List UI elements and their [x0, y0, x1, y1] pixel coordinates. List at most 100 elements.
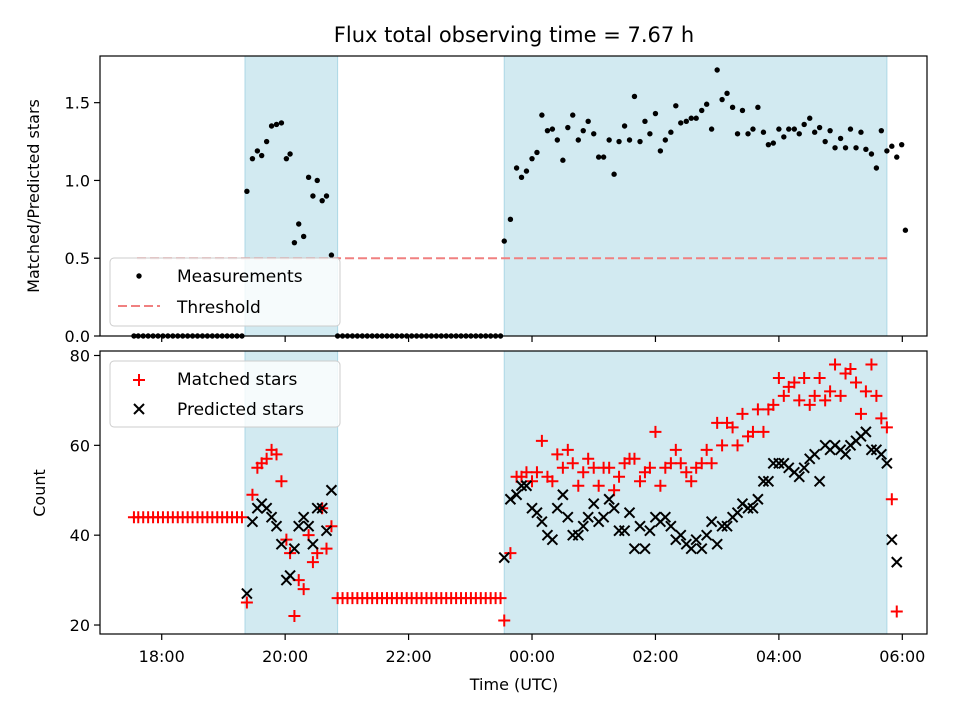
- measurement-point: [268, 123, 275, 129]
- measurement-point: [657, 148, 664, 154]
- predicted-star-point: [639, 542, 651, 555]
- measurement-point: [816, 124, 823, 131]
- measurement-point: [699, 107, 705, 114]
- matched-star-point: [757, 425, 770, 438]
- measurement-point: [631, 93, 638, 100]
- matched-star-point: [634, 475, 647, 488]
- predicted-star-point: [865, 444, 878, 456]
- bottom-y-tick-label: 60: [70, 436, 90, 455]
- matched-star-point: [890, 605, 903, 618]
- predicted-star-point: [860, 426, 872, 438]
- measurement-point: [729, 104, 736, 111]
- matched-star-point: [793, 394, 806, 407]
- predicted-star-point: [302, 520, 315, 532]
- measurement-point: [549, 126, 556, 132]
- predicted-star-point: [773, 457, 785, 470]
- measurement-point: [873, 165, 880, 171]
- matched-star-point: [736, 407, 749, 420]
- x-tick-label: 20:00: [262, 647, 308, 666]
- measurement-point: [902, 227, 909, 233]
- predicted-star-point: [891, 556, 903, 568]
- predicted-star-point: [520, 480, 533, 492]
- measurement-point: [719, 96, 725, 103]
- predicted-star-point: [665, 520, 677, 532]
- predicted-star-point: [798, 462, 810, 474]
- matched-star-point: [798, 371, 811, 384]
- predicted-star-point: [582, 511, 594, 523]
- measurement-point: [868, 151, 875, 157]
- predicted-star-point: [711, 538, 723, 550]
- measurement-point: [858, 129, 864, 135]
- bottom-y-tick-label: 80: [70, 346, 90, 365]
- bottom-legend-box: [109, 360, 341, 428]
- matched-star-point: [260, 452, 273, 465]
- predicted-star-point: [634, 520, 646, 532]
- predicted-star-point: [752, 493, 764, 505]
- measurement-point: [249, 155, 256, 162]
- matched-star-point: [320, 542, 333, 555]
- matched-star-point: [572, 479, 585, 492]
- matched-star-point: [685, 475, 698, 488]
- predicted-star-point: [808, 448, 821, 461]
- predicted-star-point: [551, 502, 564, 514]
- predicted-star-point: [572, 529, 585, 541]
- measurement-point: [595, 154, 602, 160]
- measurement-point: [606, 137, 612, 143]
- legend-predicted-marker: [133, 403, 145, 415]
- measurement-point: [807, 115, 813, 121]
- bottom-panel: 20 40 60 80 18:00 20:00 22:00 00:00 02:00 04:00 0…: [30, 346, 928, 694]
- matched-star-point: [577, 466, 590, 479]
- predicted-star-point: [700, 529, 713, 541]
- predicted-star-point: [284, 569, 296, 582]
- matched-star-point: [854, 407, 867, 420]
- top-legend: Measurements Threshold: [109, 257, 341, 327]
- legend-threshold-label: Threshold: [176, 298, 261, 318]
- matched-star-point: [844, 362, 857, 375]
- matched-star-point: [700, 443, 713, 456]
- predicted-star-point: [325, 484, 338, 496]
- matched-star-point: [751, 403, 764, 416]
- measurement-point: [283, 155, 290, 162]
- predicted-star-point: [297, 511, 310, 523]
- predicted-star-point: [288, 542, 301, 555]
- predicted-star-point: [307, 538, 319, 550]
- measurement-point: [786, 126, 792, 132]
- measurement-point: [889, 143, 895, 149]
- matched-star-point: [705, 457, 718, 470]
- measurement-point: [600, 154, 607, 160]
- predicted-star-point: [577, 520, 589, 532]
- matched-star-point: [498, 614, 511, 627]
- x-tick-label: 04:00: [756, 647, 802, 666]
- measurement-point: [513, 165, 520, 171]
- measurement-point: [611, 171, 617, 177]
- matched-star-point: [535, 434, 548, 447]
- measurement-point: [328, 252, 335, 258]
- measurement-point: [560, 157, 566, 163]
- measurement-point: [884, 148, 890, 154]
- top-y-tick-label: 1.5: [65, 94, 90, 113]
- predicted-star-point: [608, 502, 620, 514]
- measurement-point: [544, 127, 551, 134]
- matched-star-point: [716, 439, 729, 452]
- matched-star-point: [834, 389, 847, 402]
- bottom-x-ticks: 18:00 20:00 22:00 00:00 02:00 04:00 06:00: [139, 634, 925, 666]
- matched-star-point: [813, 371, 826, 384]
- bottom-legend: Matched stars Predicted stars: [109, 360, 341, 428]
- predicted-star-point: [531, 507, 543, 519]
- matched-star-point: [875, 412, 888, 425]
- measurement-point: [683, 118, 690, 125]
- predicted-star-point: [886, 533, 898, 546]
- matched-star-point: [880, 421, 893, 434]
- measurement-point: [501, 238, 507, 244]
- measurement-point: [898, 141, 905, 148]
- measurement-point: [678, 120, 684, 126]
- bottom-y-ticks: 20 40 60 80: [70, 346, 100, 635]
- top-legend-box: [109, 257, 341, 327]
- measurement-point: [621, 123, 628, 129]
- top-y-tick-label: 0.5: [65, 249, 90, 268]
- count-points: [127, 358, 903, 627]
- measurement-point: [837, 135, 844, 142]
- matched-star-point: [628, 452, 641, 465]
- predicted-star-point: [696, 542, 708, 555]
